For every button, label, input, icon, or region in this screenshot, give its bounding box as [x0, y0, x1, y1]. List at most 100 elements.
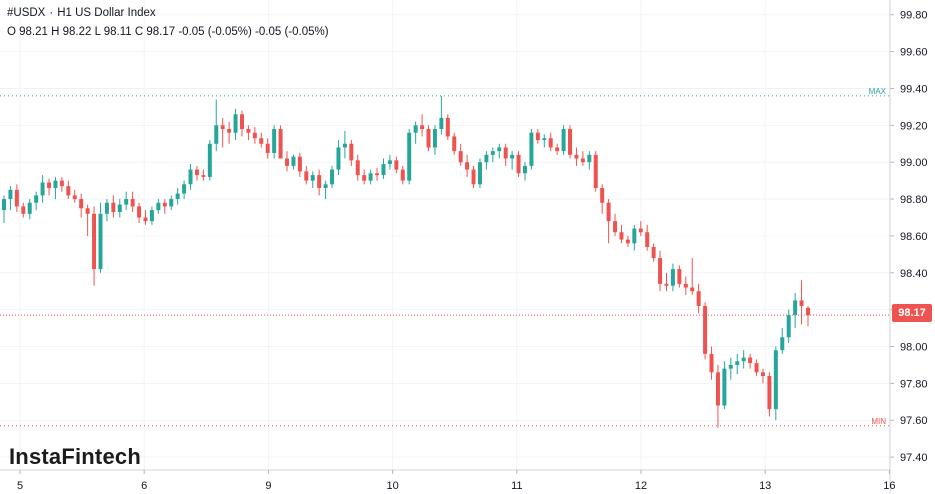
title-separator: ·	[49, 7, 54, 19]
candle-body	[175, 193, 180, 200]
candle-body	[92, 213, 97, 270]
candle	[201, 169, 206, 181]
time-tick-label: 16	[883, 480, 895, 492]
candle	[207, 140, 212, 181]
candle-body	[182, 184, 187, 194]
candle	[285, 151, 290, 172]
price-tick-label: 97.80	[900, 378, 928, 390]
candle-body	[156, 202, 161, 211]
candle-body	[355, 160, 360, 176]
candle	[291, 154, 296, 170]
candle	[27, 199, 32, 220]
price-tick-label: 97.60	[900, 415, 928, 427]
candle	[613, 213, 618, 236]
candle-body	[445, 117, 450, 137]
candle	[452, 132, 457, 155]
candle	[304, 165, 309, 185]
candle-body	[471, 169, 476, 185]
candle-body	[233, 114, 238, 133]
candle	[806, 305, 810, 327]
symbol-name[interactable]: #USDX	[7, 7, 46, 19]
candle	[568, 125, 573, 159]
instafintech-logo: InstaFintech	[9, 444, 141, 469]
candle	[323, 180, 328, 200]
candle	[645, 224, 650, 251]
candle-body	[59, 180, 64, 187]
time-axis[interactable]: 5 6 9 10 11 12 13 16	[0, 469, 896, 492]
candle-body	[574, 154, 579, 159]
candle	[330, 165, 335, 188]
candle	[465, 154, 470, 177]
candle-body	[510, 154, 515, 159]
candle-body	[658, 258, 663, 284]
candle	[66, 180, 71, 200]
candle-body	[748, 357, 753, 364]
candle-body	[465, 162, 470, 170]
candle-body	[625, 239, 630, 244]
candle-body	[53, 180, 58, 188]
candle	[522, 162, 527, 181]
candle-body	[40, 182, 45, 196]
candle-body	[593, 154, 598, 188]
candle-body	[394, 160, 399, 170]
candle	[137, 202, 142, 224]
candle	[709, 346, 714, 380]
candle-body	[117, 204, 122, 212]
candle-body	[587, 154, 592, 163]
candle	[593, 151, 598, 192]
candle-body	[169, 199, 174, 207]
price-tick-label: 98.40	[900, 268, 928, 280]
price-tick-label: 98.00	[900, 342, 928, 354]
candle-body	[503, 147, 508, 159]
candle-body	[98, 213, 103, 270]
candle	[336, 140, 341, 176]
time-tick-label: 9	[265, 480, 271, 492]
candle	[59, 176, 64, 192]
candle-body	[111, 202, 116, 212]
candle	[748, 353, 753, 369]
candle	[529, 129, 534, 170]
candle-body	[786, 315, 791, 338]
candle	[394, 156, 399, 174]
candle	[555, 143, 560, 155]
candle	[239, 110, 244, 137]
candle-body	[580, 158, 585, 163]
candle-body	[619, 232, 624, 240]
candle-body	[304, 171, 309, 181]
candle	[317, 169, 322, 196]
candle-body	[703, 305, 708, 354]
grid-lines	[0, 0, 890, 470]
time-tick-label: 10	[386, 480, 398, 492]
candle-body	[330, 169, 335, 185]
candle-body	[2, 199, 6, 211]
candle	[362, 169, 367, 185]
candle-body	[420, 125, 425, 130]
candle-body	[529, 132, 534, 166]
chart-title: H1 US Dollar Index	[57, 7, 156, 19]
price-axis[interactable]: 99.80 99.60 99.40 99.20 99.00 98.80 98.60 98.40…	[889, 0, 928, 494]
candle	[773, 346, 778, 421]
candle-body	[285, 158, 290, 166]
candle	[130, 191, 135, 212]
time-tick-label: 6	[141, 480, 147, 492]
candle	[252, 127, 257, 144]
candle	[432, 125, 437, 155]
candle	[516, 151, 521, 177]
candle-body	[246, 129, 251, 133]
candle	[793, 293, 798, 329]
candle-body	[407, 132, 412, 181]
candle	[278, 125, 283, 159]
price-tick-label: 99.00	[900, 157, 928, 169]
candle-body	[806, 307, 810, 316]
candle	[227, 121, 232, 144]
candle	[503, 143, 508, 166]
candle	[471, 165, 476, 188]
price-tick-label: 99.80	[900, 10, 928, 22]
candle	[651, 243, 656, 262]
candle-body	[317, 175, 322, 188]
candle	[8, 186, 13, 211]
candle-body	[227, 129, 232, 133]
candle-body	[799, 300, 804, 306]
candle-body	[400, 169, 405, 181]
